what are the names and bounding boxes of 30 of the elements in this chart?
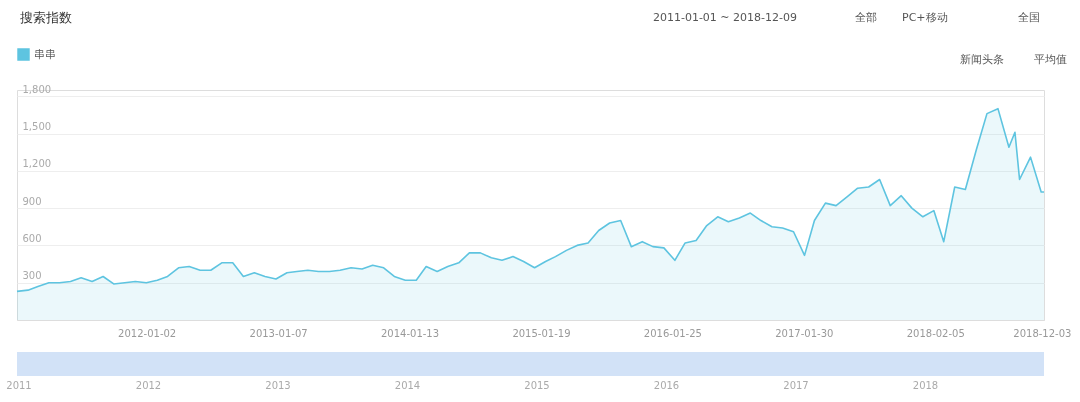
legend-label: 串串: [34, 47, 56, 61]
x-tick-label: 2018-12-03: [1013, 327, 1072, 339]
chart-title: 搜索指数: [20, 10, 72, 25]
chart-subtitle: 2011-01-01 ~ 2018-12-09: [652, 11, 797, 24]
x-tick-label: 2012-01-02: [118, 327, 177, 339]
text: 2012: [135, 380, 162, 391]
text: 2014: [394, 380, 421, 391]
text: 2018: [912, 380, 939, 391]
text: 2011: [6, 380, 32, 391]
y-tick-label: 300: [22, 270, 42, 282]
y-tick-label: 1,500: [22, 121, 52, 133]
x-tick-label: 2015-01-19: [512, 327, 571, 339]
x-tick-label: 2013-01-07: [249, 327, 308, 339]
x-tick-label: 2017-01-30: [775, 327, 834, 339]
x-tick-label: 2014-01-13: [380, 327, 440, 339]
x-tick-label: 2016-01-25: [643, 327, 702, 339]
text: 2016: [653, 380, 680, 391]
y-tick-label: 900: [22, 195, 42, 207]
text: 2013: [265, 380, 291, 391]
y-tick-label: 600: [22, 232, 42, 244]
text: 全国: [1018, 11, 1040, 24]
text: 全部: [855, 11, 877, 24]
text: 2015: [524, 380, 550, 391]
text: PC+移动: [902, 11, 948, 24]
y-tick-label: 1,200: [22, 158, 52, 170]
text: 平均值: [1034, 53, 1067, 66]
text: 2017: [783, 380, 809, 391]
y-tick-label: 1,800: [22, 83, 52, 95]
x-tick-label: 2018-02-05: [906, 327, 965, 339]
text: 新闻头条: [960, 53, 1004, 66]
